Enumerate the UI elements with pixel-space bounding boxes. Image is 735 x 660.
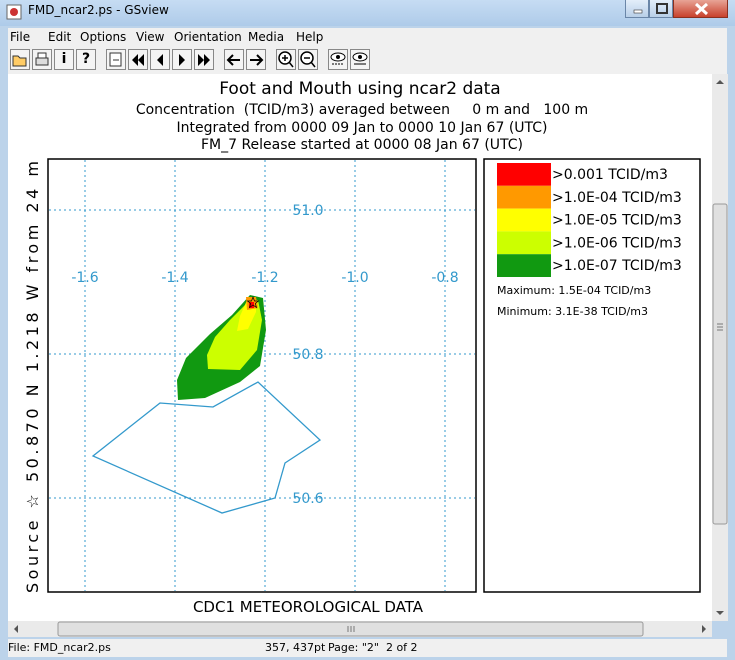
menu-item[interactable]: Edit	[48, 30, 72, 44]
minimize-button[interactable]	[625, 0, 649, 18]
back-button[interactable]	[224, 49, 244, 70]
legend-label: >1.0E-07 TCID/m3	[552, 258, 682, 274]
zoom-in-button[interactable]	[276, 49, 296, 70]
map-grid	[49, 160, 475, 591]
app-icon	[6, 4, 22, 20]
status-position: 357, 437pt	[265, 641, 326, 654]
longitude-label: -1.6	[71, 270, 98, 286]
longitude-label: -1.0	[341, 270, 368, 286]
menu-item[interactable]: View	[136, 30, 165, 44]
status-bar: File: FMD_ncar2.ps 357, 437pt Page: "2" …	[8, 639, 727, 657]
source-label: Source ☆ 50.870 N 1.218 W from 24 m	[23, 161, 42, 593]
menu-bar: File Edit Options View Orientation Media Help	[8, 28, 727, 46]
open-button[interactable]	[10, 49, 30, 70]
document-view: Foot and Mouth using ncar2 data Concentr…	[8, 74, 712, 621]
prev-page-button[interactable]	[150, 49, 170, 70]
latitude-label: 51.0	[292, 203, 323, 219]
coastline	[91, 381, 322, 514]
subtitle: Integrated from 0000 09 Jan to 0000 10 J…	[177, 120, 548, 136]
view-text-button[interactable]	[350, 49, 370, 70]
menu-item[interactable]: Orientation	[174, 30, 242, 44]
legend-swatch	[497, 208, 551, 232]
latitude-label: 50.8	[292, 347, 323, 363]
print-button[interactable]	[32, 49, 52, 70]
close-button[interactable]	[673, 0, 728, 18]
vertical-scrollbar[interactable]	[712, 74, 728, 621]
menu-item[interactable]: Media	[248, 30, 285, 44]
postscript-page: Foot and Mouth using ncar2 data Concentr…	[23, 79, 701, 616]
status-page: Page: "2" 2 of 2	[328, 641, 418, 654]
maximize-button[interactable]	[649, 0, 673, 18]
longitude-label: -1.2	[251, 270, 278, 286]
toolbar: i ?	[8, 46, 727, 74]
forward-button[interactable]	[246, 49, 266, 70]
view-button[interactable]	[328, 49, 348, 70]
plot-title: Foot and Mouth using ncar2 data	[219, 79, 500, 99]
legend-minimum: Minimum: 3.1E-38 TCID/m3	[497, 305, 648, 318]
legend-frame	[483, 158, 701, 593]
help-button[interactable]: ?	[76, 49, 96, 70]
title-bar: FMD_ncar2.ps - GSview	[0, 0, 735, 26]
menu-item[interactable]: Options	[80, 30, 127, 44]
longitude-label: -1.4	[161, 270, 188, 286]
footer-label: CDC1 METEOROLOGICAL DATA	[193, 598, 424, 616]
menu-item[interactable]: Help	[296, 30, 324, 44]
subtitle: Concentration (TCID/m3) averaged between…	[136, 102, 588, 118]
legend-label: >0.001 TCID/m3	[552, 167, 668, 183]
legend-label: >1.0E-05 TCID/m3	[552, 213, 682, 229]
subtitle: FM_7 Release started at 0000 08 Jan 67 (…	[201, 137, 523, 153]
legend-maximum: Maximum: 1.5E-04 TCID/m3	[497, 284, 651, 297]
longitude-label: -0.8	[431, 270, 458, 286]
menu-item[interactable]: File	[10, 30, 31, 44]
source-marker	[246, 296, 260, 309]
info-button[interactable]: i	[54, 49, 74, 70]
zoom-out-button[interactable]	[298, 49, 318, 70]
legend-swatch	[497, 163, 551, 186]
legend-label: >1.0E-06 TCID/m3	[552, 235, 682, 251]
map-frame	[47, 158, 477, 593]
next-page-button[interactable]	[172, 49, 192, 70]
status-file: File: FMD_ncar2.ps	[8, 641, 111, 654]
window-title: FMD_ncar2.ps - GSview	[28, 3, 169, 17]
plume-contour	[249, 302, 254, 308]
select-page-button[interactable]	[106, 49, 126, 70]
last-page-button[interactable]	[194, 49, 214, 70]
first-page-button[interactable]	[128, 49, 148, 70]
legend-swatch	[497, 254, 551, 277]
horizontal-scrollbar[interactable]	[8, 621, 712, 637]
latitude-label: 50.6	[292, 491, 323, 507]
legend-swatch	[497, 185, 551, 209]
legend: >0.001 TCID/m3 >1.0E-04 TCID/m3 >1.0E-05 T…	[497, 163, 682, 277]
legend-label: >1.0E-04 TCID/m3	[552, 190, 682, 206]
legend-swatch	[497, 231, 551, 255]
